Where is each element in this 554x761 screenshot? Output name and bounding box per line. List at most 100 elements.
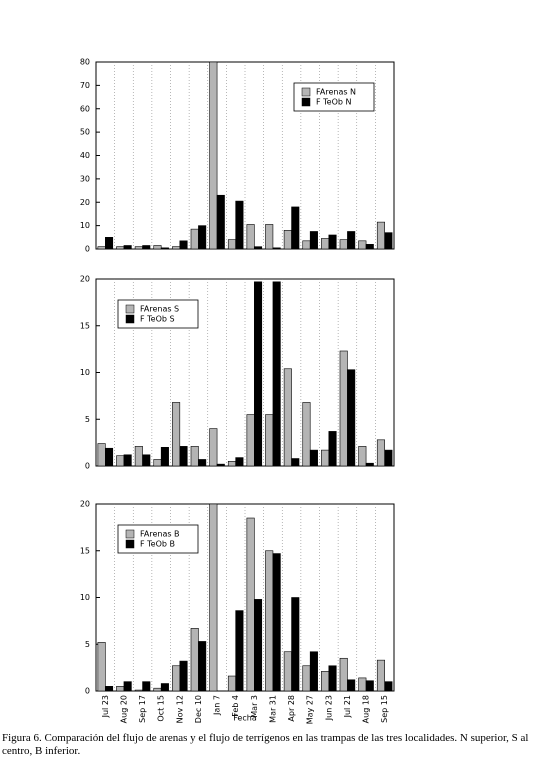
legend-label: F TeOb S [140,315,175,324]
bar [265,224,274,250]
legend-swatch [125,539,135,549]
x-tick-label: Jul 21 [343,695,352,718]
bar [254,281,263,467]
legend-label: FArenas B [140,530,180,539]
bar [172,402,181,467]
y-tick-label: 10 [80,368,90,377]
x-tick-label: Dec 10 [194,695,203,723]
bar [160,446,169,467]
bar [134,446,143,467]
bar [302,665,311,692]
legend-swatch [125,314,135,324]
bar [384,681,393,692]
bar [347,369,356,467]
y-tick-label: 0 [85,687,90,696]
x-tick-label: Jan 7 [213,695,222,716]
bar [291,458,300,467]
bar [160,683,169,692]
y-tick-label: 20 [80,500,90,509]
legend-label: F TeOb B [140,540,175,549]
bar [123,454,132,467]
bar [160,247,169,250]
bar [97,642,106,692]
bar [142,681,151,692]
bar [179,660,188,692]
bar [283,230,292,250]
y-tick-label: 10 [80,593,90,602]
bar [365,462,374,467]
bar [339,350,348,467]
bar [309,651,318,692]
bar [309,449,318,467]
y-tick-label: 70 [80,81,90,90]
bar [190,228,199,250]
legend-swatch [125,304,135,314]
bar [246,414,255,467]
x-tick-label: Apr 28 [287,695,296,722]
bar [105,686,114,692]
bar [172,665,181,692]
bar [179,446,188,467]
bar [153,687,162,692]
x-tick-label: Jul 23 [101,695,110,718]
bar [272,247,281,250]
y-tick-label: 15 [80,321,90,330]
bar [328,665,337,692]
bar [321,238,330,250]
bar [209,503,218,692]
bar [216,463,225,467]
bar [190,628,199,692]
y-tick-label: 0 [85,245,90,254]
y-tick-label: 40 [80,151,90,160]
x-axis-title: Fecha [233,714,257,723]
bar [358,677,367,692]
bar [283,651,292,692]
bar [347,231,356,250]
bar [328,431,337,467]
legend-box [117,524,199,554]
bar [291,597,300,692]
bar [235,610,244,692]
y-tick-label: 0 [85,462,90,471]
bar [235,457,244,467]
y-tick-label: 80 [80,58,90,67]
bar [339,239,348,250]
bar [384,449,393,467]
bar [358,446,367,467]
y-tick-label: 15 [80,546,90,555]
bar [339,657,348,692]
bar [123,245,132,250]
bar [153,245,162,250]
bar [142,245,151,250]
x-tick-label: Aug 20 [119,695,128,723]
y-tick-label: 10 [80,221,90,230]
y-tick-label: 50 [80,128,90,137]
bar [116,686,125,692]
x-tick-label: May 27 [306,695,315,724]
legend-swatch [125,529,135,539]
bar [153,459,162,467]
bar [209,428,218,467]
legend-box [293,82,375,112]
bar [116,246,125,250]
y-tick-label: 60 [80,104,90,113]
legend-label: FArenas S [140,305,179,314]
bar [265,550,274,692]
bar [254,599,263,692]
bar [105,447,114,467]
y-tick-label: 5 [85,415,90,424]
x-tick-label: Sep 15 [380,695,389,723]
x-tick-label: Nov 12 [175,695,184,723]
bar [134,246,143,250]
bar [321,671,330,692]
legend-box [117,299,199,329]
bar [254,246,263,250]
x-tick-label: Oct 15 [157,695,166,722]
bar [227,675,236,692]
legend-label: F TeOb N [316,98,352,107]
legend-swatch [301,97,311,107]
bar [302,402,311,467]
bar [328,234,337,250]
